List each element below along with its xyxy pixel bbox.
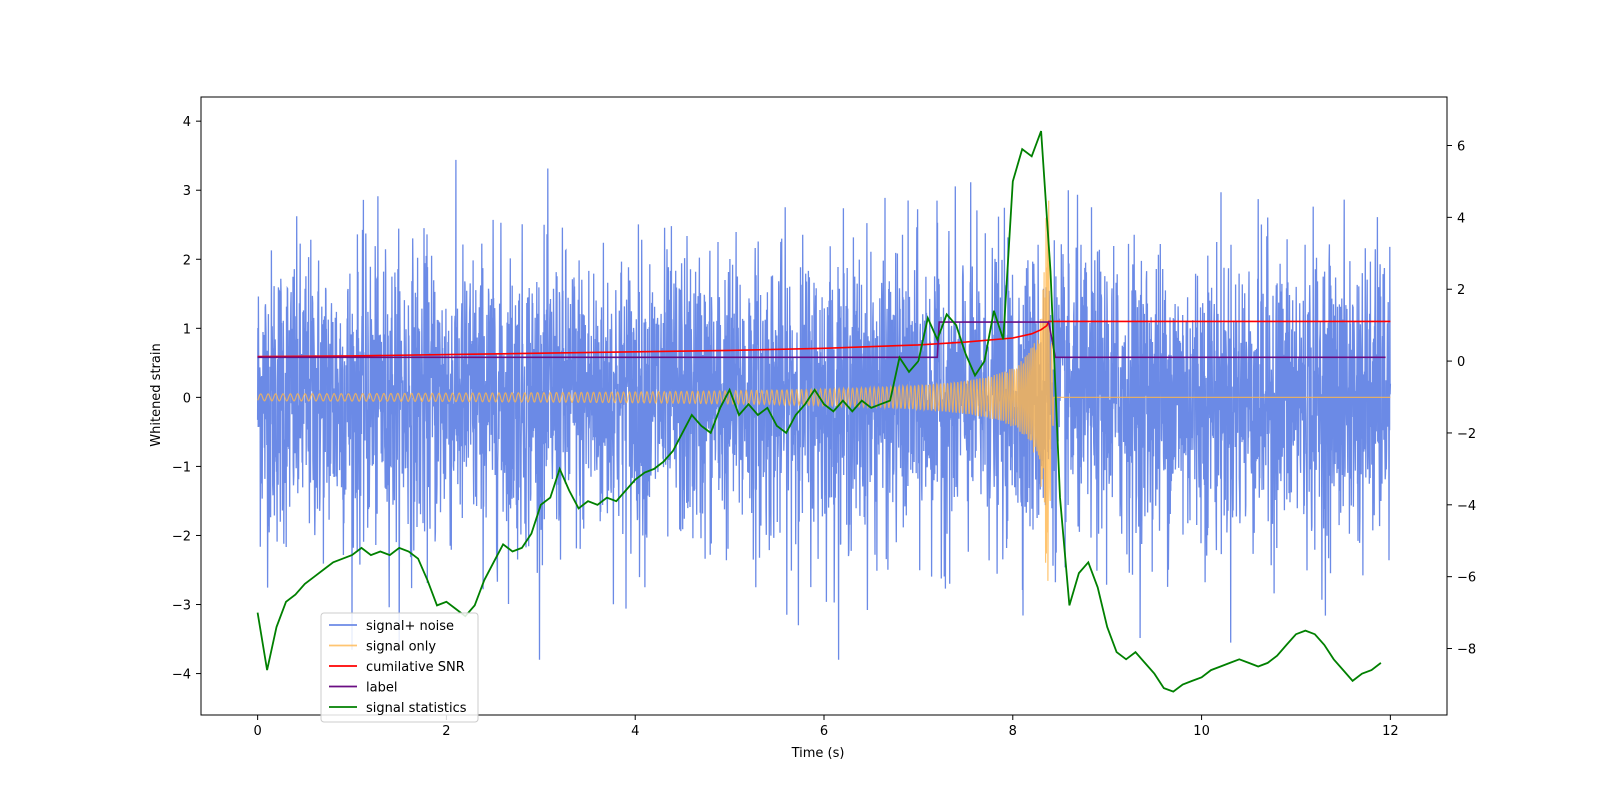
y-tick-label: 1 (183, 322, 191, 337)
series-cumulative-snr-line (257, 320, 1391, 358)
legend: signal+ noise signal only cumilative SNR la… (320, 612, 479, 723)
x-tick-label: 10 (1193, 724, 1210, 739)
series-signal-statistics-line (256, 130, 1382, 693)
legend-label-stats: signal statistics (366, 701, 467, 716)
y2-tick-label: 4 (1457, 211, 1465, 226)
y-tick-label: −1 (172, 460, 191, 475)
y2-tick-label: −4 (1457, 499, 1476, 514)
x-tick-label: 8 (1009, 724, 1017, 739)
x-tick-label: 2 (442, 724, 450, 739)
y2-tick-label: −8 (1457, 643, 1476, 658)
series-label-line (257, 321, 1386, 359)
y-tick-label: −2 (172, 529, 191, 544)
x-tick-label: 6 (820, 724, 828, 739)
y2-tick-label: 2 (1457, 283, 1465, 298)
x-tick-label: 0 (253, 724, 261, 739)
y-tick-label: 0 (183, 391, 191, 406)
x-axis-label: Time (s) (791, 746, 845, 761)
y-tick-label: 2 (183, 253, 191, 268)
series-signal-noise-line (256, 159, 1392, 660)
y-axis-label: Whitened strain (149, 343, 164, 446)
series-signal-only-line (257, 200, 1391, 581)
y-tick-label: −4 (172, 668, 191, 683)
x-tick-label: 12 (1382, 724, 1399, 739)
legend-label-label: label (366, 681, 397, 696)
x-tick-label: 4 (631, 724, 639, 739)
legend-label-noise: signal+ noise (366, 619, 454, 634)
y2-tick-label: −2 (1457, 427, 1476, 442)
y-tick-label: −3 (172, 599, 191, 614)
y2-tick-label: 6 (1457, 140, 1465, 155)
y2-tick-label: −6 (1457, 571, 1476, 586)
y-tick-label: 3 (183, 184, 191, 199)
y2-tick-label: 0 (1457, 355, 1465, 370)
series-layer (256, 130, 1392, 693)
legend-label-snr: cumilative SNR (366, 660, 465, 675)
legend-frame (320, 612, 479, 723)
legend-label-signal: signal only (366, 640, 436, 655)
y-tick-label: 4 (183, 115, 191, 130)
